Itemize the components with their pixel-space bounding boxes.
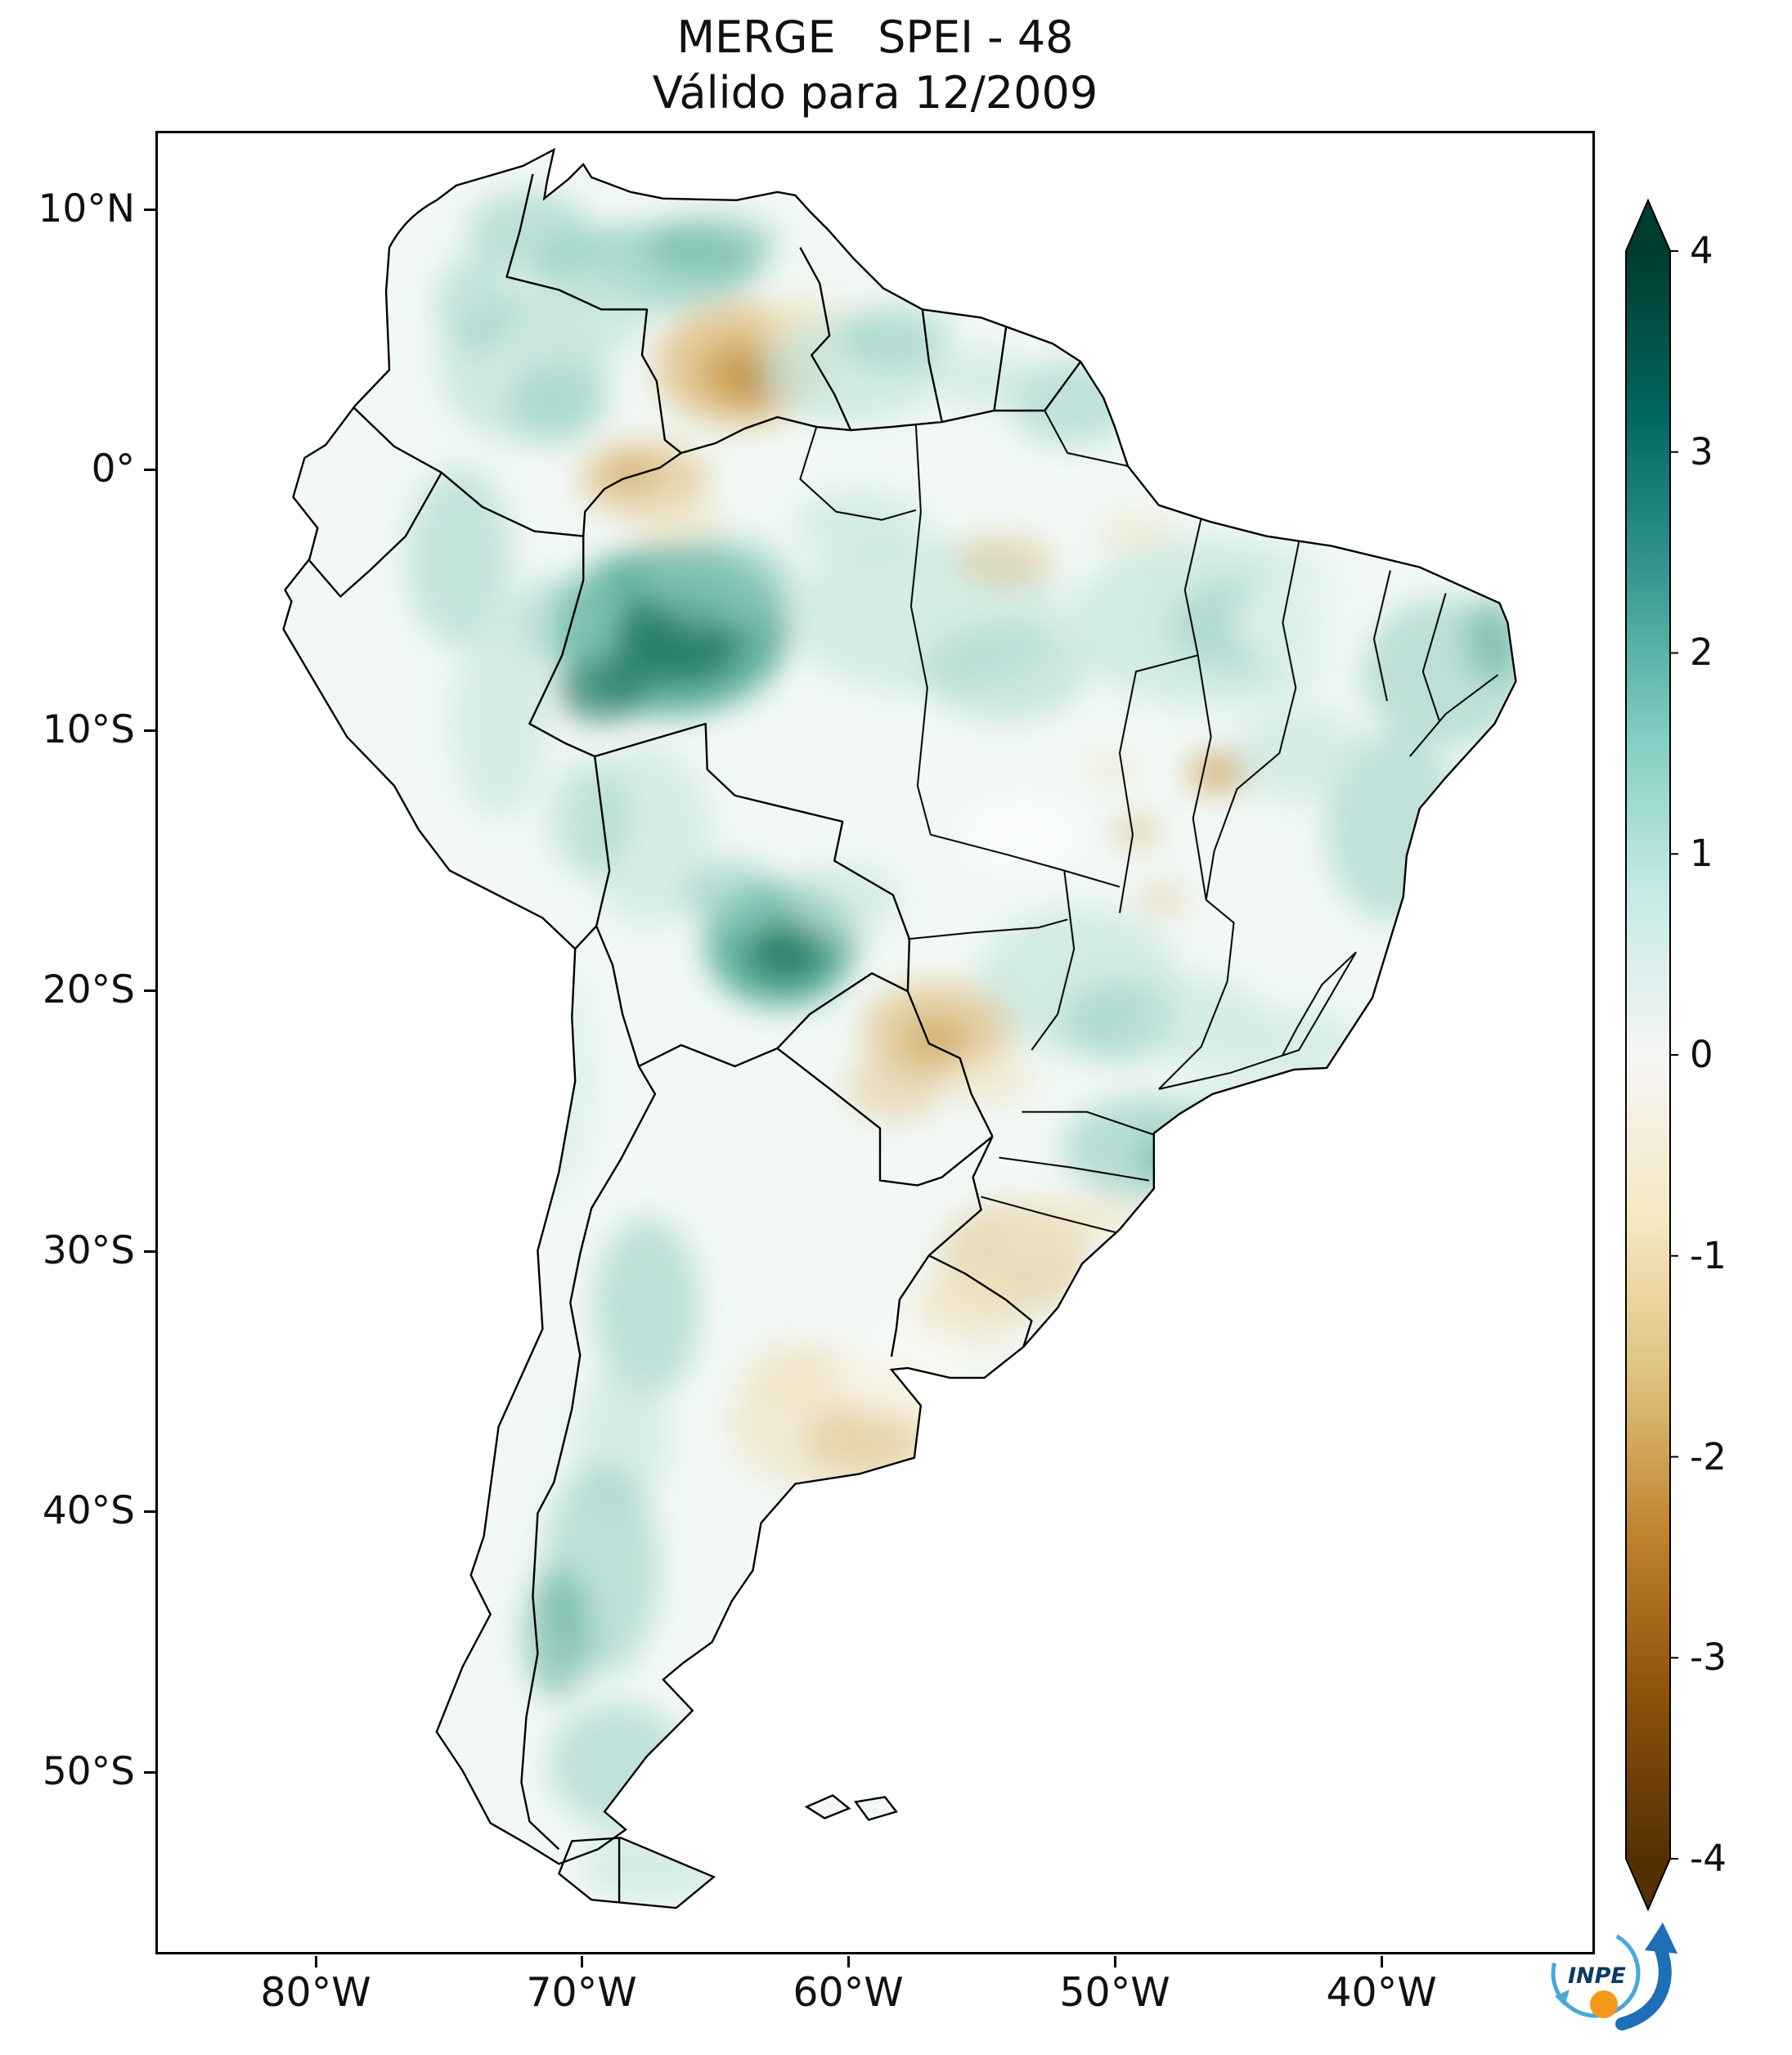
map-plot-area: INPE <box>155 131 1677 2030</box>
figure-subtitle: Válido para 12/2009 <box>652 67 1098 119</box>
y-tick-label: 40°S <box>42 1488 135 1533</box>
x-tick-mark <box>847 1956 850 1968</box>
south-america-map <box>282 148 1517 1909</box>
y-tick-mark <box>144 1510 155 1513</box>
y-tick-label: 10°N <box>38 186 135 231</box>
colorbar-tick-label: 0 <box>1690 1033 1713 1076</box>
logo-text: INPE <box>1568 1963 1626 1989</box>
y-tick-mark <box>144 1250 155 1253</box>
state-borders <box>799 410 1498 1236</box>
colorbar <box>1625 198 1678 1912</box>
y-tick-label: 10°S <box>42 707 135 752</box>
figure-title: MERGE SPEI - 48 <box>676 11 1074 63</box>
x-tick-label: 50°W <box>1059 1969 1170 2016</box>
inpe-logo: INPE <box>1551 1923 1677 2030</box>
y-tick-mark <box>144 209 155 211</box>
colorbar-tick-label: 3 <box>1690 430 1713 473</box>
y-tick-mark <box>144 729 155 732</box>
y-tick-mark <box>144 989 155 992</box>
logo-bold-arrowhead <box>1645 1923 1677 1954</box>
x-tick-label: 70°W <box>526 1969 637 2016</box>
x-tick-mark <box>315 1956 317 1968</box>
logo-bold-swoosh-arrow <box>1615 1944 1672 2030</box>
colorbar-tick-label: 4 <box>1690 229 1713 272</box>
colorbar-tick-label: -4 <box>1690 1837 1727 1880</box>
x-tick-mark <box>581 1956 583 1968</box>
x-tick-mark <box>1381 1956 1383 1968</box>
y-tick-label: 20°S <box>42 967 135 1012</box>
y-tick-mark <box>144 1771 155 1774</box>
colorbar-tick-label: 1 <box>1690 832 1713 875</box>
x-tick-label: 40°W <box>1326 1969 1437 2016</box>
colorbar-tick-label: -1 <box>1690 1234 1727 1277</box>
logo-thin-arrowhead <box>1555 1990 1570 2006</box>
x-tick-label: 60°W <box>793 1969 904 2016</box>
y-tick-label: 50°S <box>42 1749 135 1794</box>
y-tick-mark <box>144 469 155 471</box>
y-tick-label: 30°S <box>42 1228 135 1273</box>
colorbar-tick-label: -3 <box>1690 1635 1727 1679</box>
x-tick-mark <box>1114 1956 1116 1968</box>
logo-orange-sphere <box>1590 1990 1618 2018</box>
y-tick-label: 0° <box>91 446 135 491</box>
colorbar-tick-label: 2 <box>1690 630 1713 674</box>
x-tick-label: 80°W <box>260 1969 371 2016</box>
colorbar-tick-marks <box>1670 250 1678 1860</box>
colorbar-gradient <box>1625 198 1678 1912</box>
colorbar-tick-label: -2 <box>1690 1435 1727 1478</box>
logo-thin-orbit-arrow <box>1551 1928 1641 2018</box>
country-borders <box>308 173 1082 1909</box>
